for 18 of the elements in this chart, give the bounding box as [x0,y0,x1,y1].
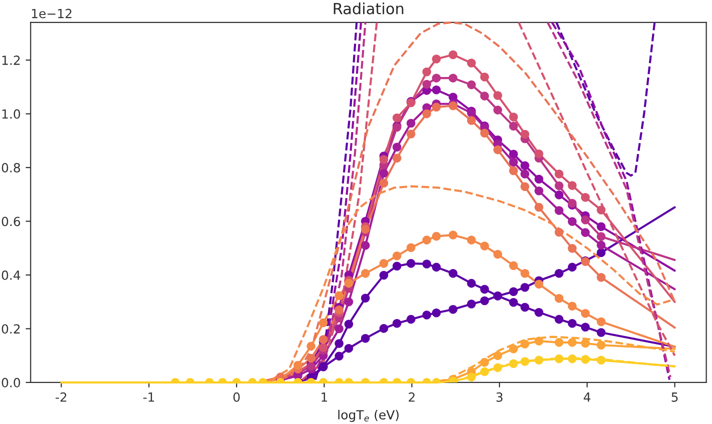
x-tick-label: -2 [56,392,66,402]
x-axis-title: logT$_{e}$ (eV) [338,410,399,422]
x-tick-label: 1 [322,392,328,402]
chart-title: Radiation [334,2,404,14]
x-tick-label: 3 [496,392,502,402]
y-tick-label: 0.4 [2,270,20,280]
y-tick-label: 0.6 [2,216,20,226]
y-tick-label: 1.2 [2,56,20,65]
y-tick-label: 0.8 [2,163,20,172]
y-tick-label: 1.0 [2,109,20,119]
x-tick-label: 4 [584,392,590,402]
x-tick-label: 2 [408,392,415,402]
y-tick-label: 0.2 [2,324,20,334]
x-tick-label: 0 [233,392,240,402]
x-tick-label: -1 [143,392,154,402]
y-tick-label: 0.0 [2,378,20,388]
x-tick-label: 5 [672,392,678,402]
text: 1e−12 [32,8,72,18]
